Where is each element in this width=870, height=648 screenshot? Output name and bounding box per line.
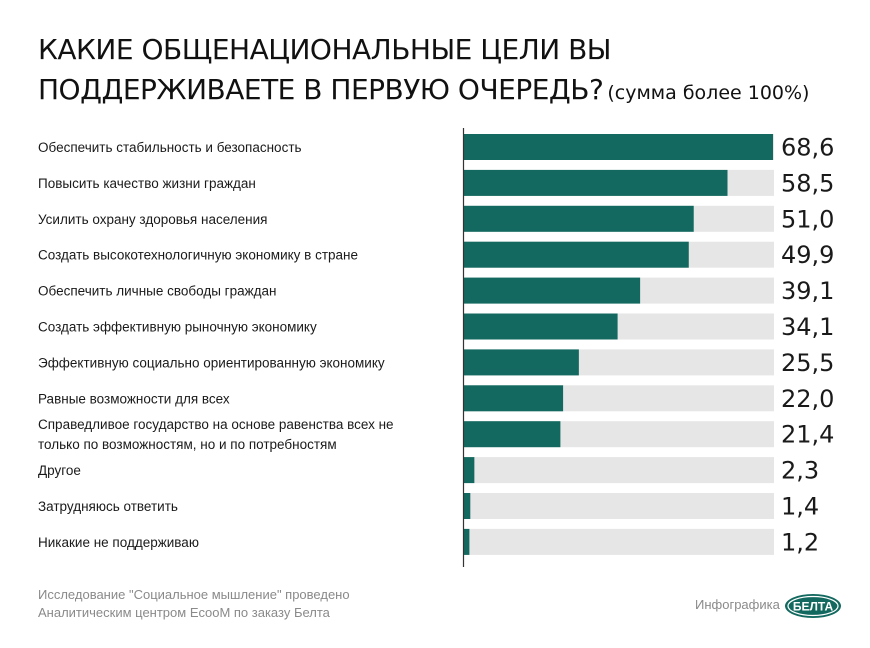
belta-logo: БЕЛТА <box>785 594 841 618</box>
value-label: 25,5 <box>781 349 834 377</box>
bar <box>464 134 773 160</box>
bar <box>464 493 471 519</box>
value-label: 58,5 <box>781 169 834 197</box>
bar <box>464 313 618 340</box>
bar <box>464 421 561 448</box>
bar-track <box>464 528 774 555</box>
value-label: 49,9 <box>781 241 834 269</box>
title-line-1: КАКИЕ ОБЩЕНАЦИОНАЛЬНЫЕ ЦЕЛИ ВЫ <box>38 33 612 66</box>
value-label: 39,1 <box>781 277 834 305</box>
title-line-2: ПОДДЕРЖИВАЕТЕ В ПЕРВУЮ ОЧЕРЕДЬ? (сумма бо… <box>38 70 838 113</box>
category-label: Никакие не поддерживаю <box>38 535 199 550</box>
chart-subtitle: (сумма более 100%) <box>607 82 810 104</box>
bar <box>464 169 728 196</box>
category-label: только по возможностям, но и по потребно… <box>38 437 337 452</box>
category-label: Усилить охрану здоровья населения <box>38 212 267 227</box>
bar-track <box>464 457 774 484</box>
bar <box>464 205 694 232</box>
category-label: Создать высокотехнологичную экономику в … <box>38 248 358 263</box>
logo-text: БЕЛТА <box>793 600 834 614</box>
chart-title: КАКИЕ ОБЩЕНАЦИОНАЛЬНЫЕ ЦЕЛИ ВЫ ПОДДЕРЖИВ… <box>38 30 838 113</box>
category-label: Другое <box>38 463 81 478</box>
source-note: Исследование "Социальное мышление" прове… <box>38 586 438 622</box>
category-label: Эффективную социально ориентированную эк… <box>38 355 385 370</box>
bar <box>464 528 470 555</box>
source-note-line-2: Аналитическим центром EcooM по заказу Бе… <box>38 605 330 620</box>
category-label: Равные возможности для всех <box>38 391 230 406</box>
value-label: 2,3 <box>781 457 819 485</box>
category-label: Повысить качество жизни граждан <box>38 176 256 191</box>
bar <box>464 241 689 268</box>
bar <box>464 349 579 376</box>
bar <box>464 457 475 484</box>
value-label: 34,1 <box>781 313 834 341</box>
title-line-2-text: ПОДДЕРЖИВАЕТЕ В ПЕРВУЮ ОЧЕРЕДЬ? <box>38 73 604 106</box>
bar-track <box>464 493 774 519</box>
value-label: 21,4 <box>781 421 834 449</box>
category-label: Затрудняюсь ответить <box>38 499 178 514</box>
bar <box>464 277 641 304</box>
value-label: 1,2 <box>781 528 819 556</box>
infographics-label: Инфографика <box>695 597 780 612</box>
category-label: Обеспечить стабильность и безопасность <box>38 140 302 155</box>
value-label: 22,0 <box>781 385 834 413</box>
category-label: Создать эффективную рыночную экономику <box>38 320 317 335</box>
bar <box>464 385 564 412</box>
value-label: 51,0 <box>781 205 834 233</box>
value-label: 68,6 <box>781 134 834 162</box>
value-label: 1,4 <box>781 493 819 521</box>
category-label: Обеспечить личные свободы граждан <box>38 284 277 299</box>
source-note-line-1: Исследование "Социальное мышление" прове… <box>38 587 350 602</box>
category-label: Справедливое государство на основе равен… <box>38 417 394 432</box>
